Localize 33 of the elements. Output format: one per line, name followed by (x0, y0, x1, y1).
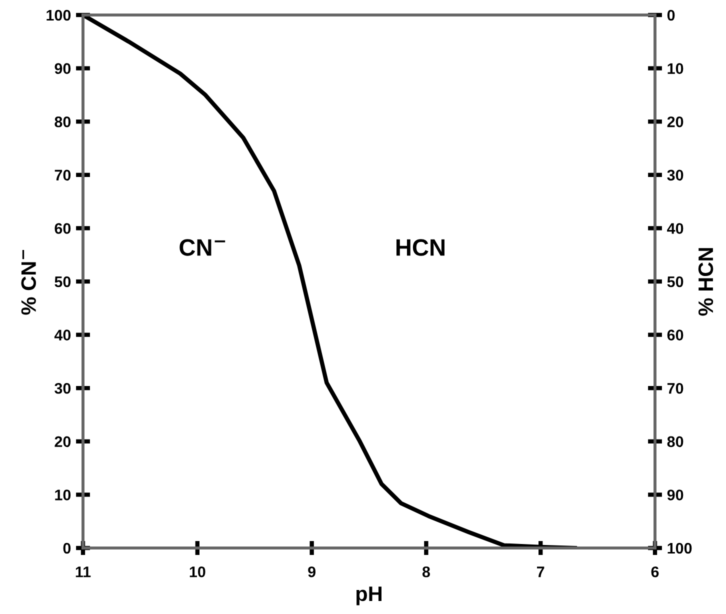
y2-tick-label: 50 (667, 276, 684, 288)
y-tick-label: 70 (54, 170, 71, 181)
y2-tick-label: 80 (667, 436, 684, 448)
y2-tick-label: 30 (667, 170, 684, 181)
y2-tick-label: 10 (668, 63, 684, 74)
y2-axis-title: % HCN (698, 248, 714, 316)
y-tick-label: 10 (55, 490, 71, 500)
y-tick-label: 40 (54, 330, 71, 340)
y-tick-label: 80 (54, 116, 71, 128)
y-tick-label: 50 (54, 276, 71, 288)
x-tick-label: 6 (651, 566, 659, 578)
y2-tick-label: 40 (667, 223, 684, 234)
y2-tick-label: 70 (667, 382, 684, 394)
y-tick-label: 60 (54, 223, 71, 234)
x-tick-label: 9 (308, 566, 316, 578)
y-axis-title: % CN$^{−}$ (21, 250, 36, 315)
y-tick-label: 30 (54, 382, 71, 394)
y2-tick-label: 90 (667, 490, 684, 500)
x-tick-label: 10 (190, 566, 206, 578)
y-tick-label: 20 (54, 436, 71, 448)
y-tick-label: 0 (63, 542, 71, 554)
annotation: HCN (396, 239, 444, 256)
y2-tick-label: 20 (667, 116, 684, 128)
y-tick-label: 90 (54, 63, 71, 74)
x-tick-label: 11 (76, 566, 91, 578)
x-axis-title: pH (356, 586, 382, 606)
x-tick-label: 8 (422, 566, 430, 578)
y2-tick-label: 100 (668, 542, 692, 554)
y2-tick-label: 60 (667, 330, 684, 340)
y-tick-label: 100 (46, 10, 71, 21)
y2-tick-label: 0 (667, 10, 675, 21)
annotation: CN$^{−}$ (180, 239, 226, 256)
x-tick-label: 7 (537, 566, 544, 578)
